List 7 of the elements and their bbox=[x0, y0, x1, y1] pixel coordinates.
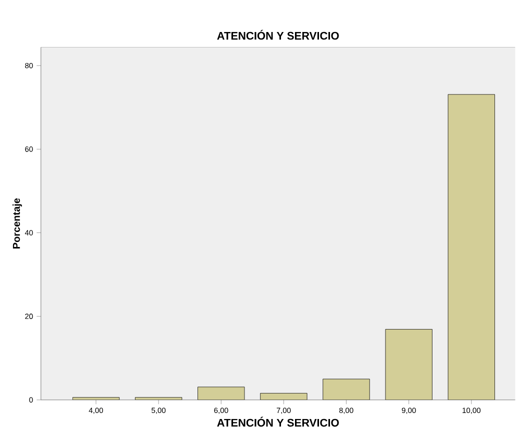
bar bbox=[448, 94, 495, 400]
bar bbox=[322, 378, 370, 400]
bar bbox=[198, 386, 244, 400]
y-axis-title: Porcentaje bbox=[12, 198, 22, 248]
x-axis-title: ATENCIÓN Y SERVICIO bbox=[217, 416, 339, 427]
bar bbox=[385, 329, 432, 400]
chart-title: ATENCIÓN Y SERVICIO bbox=[217, 30, 339, 40]
